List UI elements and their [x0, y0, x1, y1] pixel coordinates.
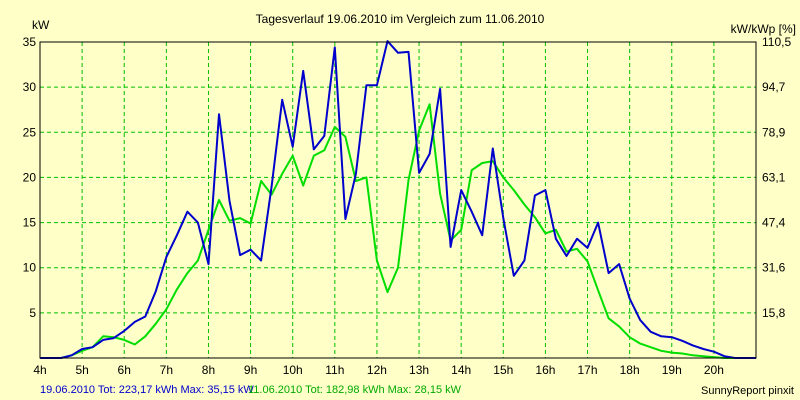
y-tick-label-left: 15 [23, 216, 37, 230]
x-tick-label: 13h [409, 363, 429, 377]
y-tick-label-right: 110,5 [762, 35, 791, 49]
y-tick-label-right: 15,8 [762, 306, 786, 320]
y-tick-label-right: 78,9 [762, 125, 786, 139]
x-tick-label: 18h [620, 363, 640, 377]
y-tick-label-right: 31,6 [762, 261, 786, 275]
x-tick-label: 19h [662, 363, 682, 377]
x-tick-label: 12h [367, 363, 387, 377]
x-tick-label: 6h [118, 363, 131, 377]
x-tick-label: 5h [75, 363, 88, 377]
legend-series-2: 11.06.2010 Tot: 182,98 kWh Max: 28,15 kW [248, 384, 462, 396]
y-tick-label-left: 30 [23, 80, 37, 94]
x-tick-label: 4h [33, 363, 46, 377]
y-axis-left: 5 10 15 20 25 30 35 [23, 35, 37, 320]
legend-series-1: 19.06.2010 Tot: 223,17 kWh Max: 35,15 kW [40, 384, 254, 396]
y-tick-label-left: 20 [23, 170, 37, 184]
x-tick-label: 11h [325, 363, 344, 377]
y-tick-label-left: 5 [29, 306, 36, 320]
plot-area [40, 42, 756, 358]
y-tick-label-left: 10 [23, 261, 37, 275]
y-axis-right-label: kW/kWp [%] [731, 22, 796, 36]
y-tick-label-right: 94,7 [762, 80, 786, 94]
x-tick-label: 14h [451, 363, 471, 377]
y-tick-label-left: 25 [23, 125, 37, 139]
plot-frame [39, 41, 757, 359]
credit-text: SunnyReport pinxit [701, 385, 794, 397]
x-tick-label: 16h [535, 363, 555, 377]
x-tick-label: 17h [578, 363, 598, 377]
y-tick-label-right: 47,4 [762, 216, 786, 230]
x-tick-label: 9h [244, 363, 257, 377]
y-axis-right: 15,8 31,6 47,4 63,1 78,9 94,7 110,5 [762, 35, 791, 320]
x-tick-label: 10h [283, 363, 303, 377]
x-tick-label: 7h [160, 363, 173, 377]
y-axis-left-label: kW [32, 18, 50, 32]
x-tick-label: 20h [704, 363, 724, 377]
y-tick-label-left: 35 [23, 35, 37, 49]
series-layer [40, 40, 756, 359]
x-tick-label: 8h [202, 363, 215, 377]
series-line-2 [40, 103, 756, 359]
chart-title: Tagesverlauf 19.06.2010 im Vergleich zum… [256, 12, 545, 26]
x-tick-label: 15h [493, 363, 513, 377]
series-line-1 [40, 40, 756, 359]
y-tick-label-right: 63,1 [762, 170, 786, 184]
x-axis: 4h 5h 6h 7h 8h 9h 10h 11h 12h 13h 14h 15h 16h 17h 18h 1… [33, 363, 724, 377]
